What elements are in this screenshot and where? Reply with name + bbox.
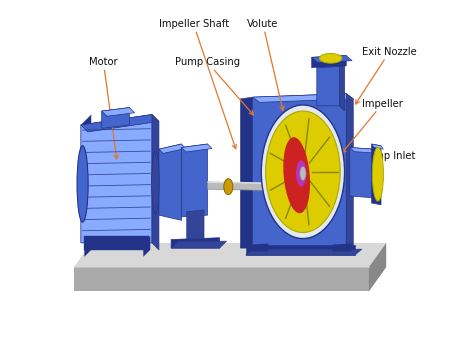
- Polygon shape: [143, 236, 150, 257]
- Polygon shape: [152, 115, 159, 250]
- Text: Impeller Shaft: Impeller Shaft: [159, 19, 236, 149]
- Polygon shape: [171, 241, 227, 248]
- Ellipse shape: [373, 147, 383, 201]
- Polygon shape: [332, 244, 352, 252]
- Polygon shape: [317, 61, 345, 68]
- Ellipse shape: [265, 111, 340, 232]
- Polygon shape: [311, 56, 346, 68]
- Ellipse shape: [319, 53, 342, 63]
- Polygon shape: [159, 144, 182, 220]
- Polygon shape: [253, 94, 353, 102]
- Polygon shape: [350, 147, 379, 153]
- Polygon shape: [159, 144, 186, 153]
- Polygon shape: [372, 144, 381, 205]
- Polygon shape: [249, 244, 268, 252]
- Polygon shape: [240, 97, 253, 248]
- Text: Pump Inlet: Pump Inlet: [362, 151, 415, 171]
- Polygon shape: [84, 236, 148, 250]
- Ellipse shape: [152, 151, 159, 213]
- Text: Exit Nozzle: Exit Nozzle: [356, 47, 417, 104]
- Text: Volute: Volute: [247, 19, 284, 110]
- Polygon shape: [246, 249, 362, 255]
- Polygon shape: [311, 56, 352, 62]
- Ellipse shape: [224, 179, 233, 195]
- Polygon shape: [81, 115, 159, 132]
- Polygon shape: [369, 243, 386, 291]
- Polygon shape: [84, 236, 91, 257]
- Polygon shape: [182, 144, 212, 152]
- Polygon shape: [187, 210, 204, 239]
- Polygon shape: [101, 108, 129, 128]
- Ellipse shape: [296, 160, 306, 187]
- Polygon shape: [74, 243, 386, 267]
- Text: Motor: Motor: [89, 58, 118, 159]
- Polygon shape: [171, 238, 219, 248]
- Polygon shape: [350, 147, 374, 198]
- Polygon shape: [74, 267, 369, 291]
- Text: Impeller: Impeller: [342, 99, 403, 153]
- Ellipse shape: [77, 146, 88, 222]
- Polygon shape: [253, 94, 346, 248]
- Polygon shape: [81, 115, 91, 243]
- Polygon shape: [182, 144, 208, 217]
- Ellipse shape: [300, 167, 306, 180]
- Polygon shape: [346, 94, 353, 253]
- Polygon shape: [372, 144, 383, 149]
- Polygon shape: [81, 115, 152, 243]
- Polygon shape: [317, 61, 339, 106]
- Polygon shape: [339, 61, 345, 111]
- Text: Pump Casing: Pump Casing: [175, 58, 253, 115]
- Ellipse shape: [261, 105, 345, 239]
- Polygon shape: [208, 181, 319, 185]
- Polygon shape: [101, 108, 135, 116]
- Ellipse shape: [283, 137, 310, 213]
- Polygon shape: [246, 245, 355, 255]
- Polygon shape: [208, 182, 319, 192]
